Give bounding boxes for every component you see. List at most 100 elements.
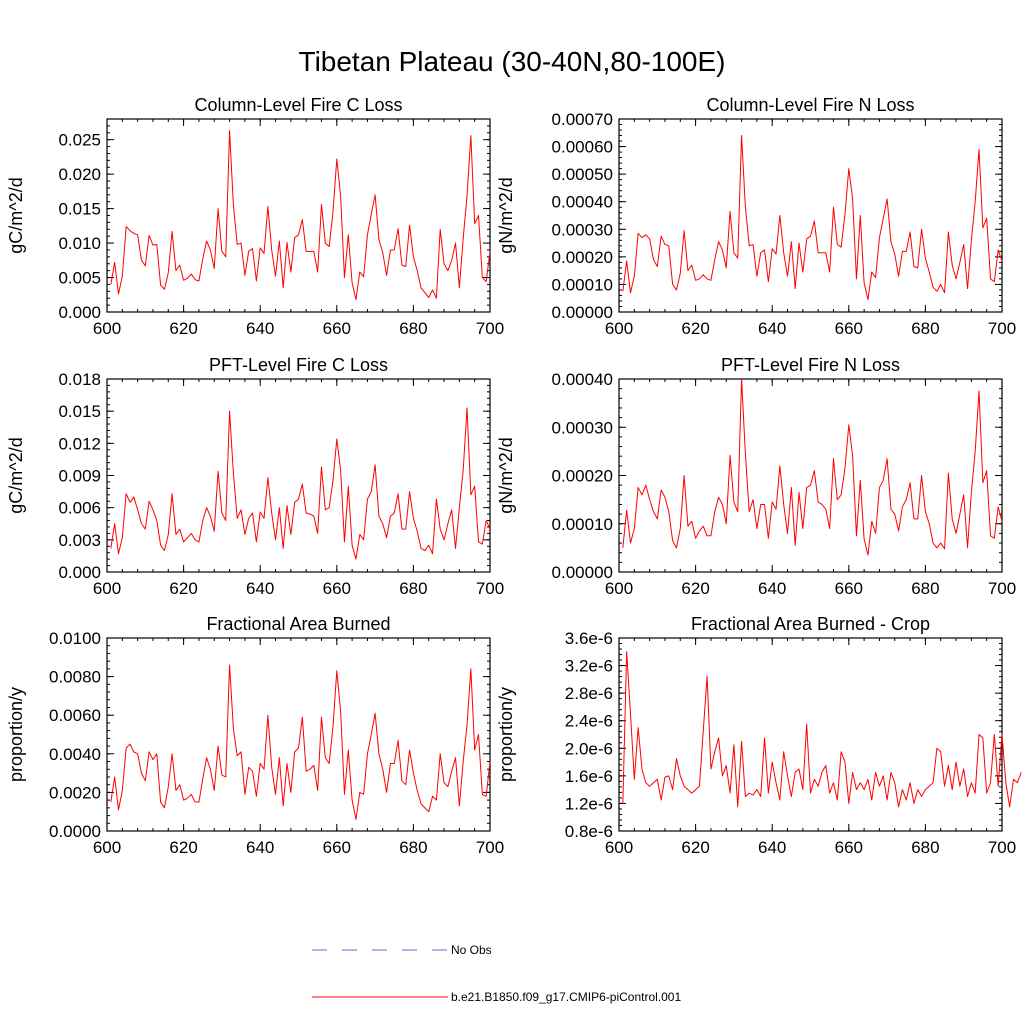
x-tick-label: 660 (323, 319, 351, 338)
x-tick-label: 660 (323, 838, 351, 857)
x-tick-label: 700 (988, 319, 1016, 338)
x-tick-label: 660 (323, 579, 351, 598)
chart-panel-1: 600 620 640 660 680 700 0.000 0.005 0.010 0.015 0.… (6, 95, 504, 338)
chart-panel-4: 600 620 640 660 680 700 0.00000 0.00010 0.00020 0… (496, 355, 1016, 598)
series-line (110, 130, 491, 301)
y-tick-label: 0.005 (58, 269, 101, 288)
x-tick-label: 700 (476, 838, 504, 857)
y-tick-label: 0.0060 (49, 706, 101, 725)
y-tick-label: 0.00040 (552, 370, 613, 389)
x-tick-label: 700 (476, 319, 504, 338)
x-tick-label: 640 (758, 838, 786, 857)
panel-title: Column-Level Fire N Loss (706, 95, 914, 115)
legend: No Obs b.e21.B1850.f09_g17.CMIP6-piContr… (312, 943, 681, 1004)
panel-title: PFT-Level Fire N Loss (721, 355, 900, 375)
y-axis-label: gN/m^2/d (496, 437, 516, 513)
x-tick-label: 620 (681, 579, 709, 598)
y-tick-label: 0.0040 (49, 745, 101, 764)
y-tick-label: 0.0080 (49, 668, 101, 687)
x-tick-label: 600 (605, 838, 633, 857)
x-tick-label: 680 (399, 319, 427, 338)
x-tick-label: 620 (169, 838, 197, 857)
y-axis-label: gN/m^2/d (496, 177, 516, 253)
y-tick-label: 0.000 (58, 303, 101, 322)
x-tick-label: 640 (758, 319, 786, 338)
x-tick-label: 680 (911, 579, 939, 598)
y-tick-label: 0.015 (58, 200, 101, 219)
y-tick-label: 0.00060 (552, 138, 613, 157)
x-tick-label: 600 (605, 579, 633, 598)
y-tick-label: 0.00000 (552, 303, 613, 322)
y-tick-label: 0.00030 (552, 220, 613, 239)
x-tick-label: 620 (681, 838, 709, 857)
y-tick-label: 3.6e-6 (565, 629, 613, 648)
plot-frame (618, 637, 1003, 832)
y-tick-label: 2.4e-6 (565, 712, 613, 731)
x-tick-label: 640 (758, 579, 786, 598)
chart-panel-3: 600 620 640 660 680 700 0.000 0.003 0.006 0.009 0.… (6, 355, 504, 598)
y-tick-label: 0.00010 (552, 515, 613, 534)
y-tick-label: 0.010 (58, 234, 101, 253)
series-line (110, 407, 491, 560)
y-tick-label: 2.0e-6 (565, 739, 613, 758)
y-tick-label: 0.006 (58, 499, 101, 518)
chart-panel-5: 600 620 640 660 680 700 0.0000 0.0020 0.0040 0.00… (6, 614, 504, 857)
series-line (110, 664, 491, 820)
panel-title: Fractional Area Burned - Crop (691, 614, 930, 634)
x-tick-label: 700 (988, 838, 1016, 857)
y-tick-label: 0.000 (58, 563, 101, 582)
x-tick-label: 620 (169, 579, 197, 598)
y-tick-label: 0.00070 (552, 110, 613, 129)
series-line (622, 378, 1003, 556)
plot-frame (106, 118, 491, 313)
x-tick-label: 640 (246, 579, 274, 598)
y-tick-label: 0.018 (58, 370, 101, 389)
x-tick-label: 680 (911, 319, 939, 338)
y-tick-label: 0.00030 (552, 418, 613, 437)
y-axis-label: proportion/y (496, 687, 516, 782)
y-tick-label: 1.6e-6 (565, 767, 613, 786)
y-tick-label: 0.0100 (49, 629, 101, 648)
plot-frame (106, 637, 491, 832)
series-line (622, 135, 1003, 301)
y-tick-label: 0.00020 (552, 467, 613, 486)
panel-title: Fractional Area Burned (206, 614, 390, 634)
x-tick-label: 660 (835, 579, 863, 598)
x-tick-label: 660 (835, 838, 863, 857)
y-tick-label: 0.003 (58, 531, 101, 550)
y-axis-label: gC/m^2/d (6, 177, 26, 253)
legend-label-no-obs: No Obs (451, 943, 492, 957)
x-tick-label: 600 (605, 319, 633, 338)
y-tick-label: 0.015 (58, 402, 101, 421)
y-tick-label: 0.0020 (49, 783, 101, 802)
x-tick-label: 680 (399, 579, 427, 598)
x-tick-label: 640 (246, 319, 274, 338)
figure-title: Tibetan Plateau (30-40N,80-100E) (299, 46, 726, 77)
plot-frame (618, 118, 1003, 313)
legend-label-model-run: b.e21.B1850.f09_g17.CMIP6-piControl.001 (451, 990, 681, 1004)
y-tick-label: 0.00040 (552, 193, 613, 212)
y-tick-label: 0.025 (58, 131, 101, 150)
y-tick-label: 3.2e-6 (565, 657, 613, 676)
y-tick-label: 0.012 (58, 434, 101, 453)
x-tick-label: 620 (169, 319, 197, 338)
y-axis-label: gC/m^2/d (6, 437, 26, 513)
y-tick-label: 0.009 (58, 467, 101, 486)
x-tick-label: 680 (911, 838, 939, 857)
plot-frame (106, 378, 491, 573)
x-tick-label: 660 (835, 319, 863, 338)
x-tick-label: 600 (93, 319, 121, 338)
y-tick-label: 2.8e-6 (565, 684, 613, 703)
x-tick-label: 640 (246, 838, 274, 857)
x-tick-label: 680 (399, 838, 427, 857)
x-tick-label: 620 (681, 319, 709, 338)
chart-panel-6: 600 620 640 660 680 700 0.8e-6 1.2e-6 1.6e-6 2.0e… (496, 614, 1022, 857)
y-tick-label: 1.2e-6 (565, 794, 613, 813)
panel-title: PFT-Level Fire C Loss (209, 355, 388, 375)
x-tick-label: 700 (988, 579, 1016, 598)
panel-title: Column-Level Fire C Loss (194, 95, 402, 115)
y-tick-label: 0.00020 (552, 248, 613, 267)
series-line (622, 651, 1022, 808)
chart-panel-2: 600 620 640 660 680 700 0.00000 0.00010 0.00020 0… (496, 95, 1016, 338)
